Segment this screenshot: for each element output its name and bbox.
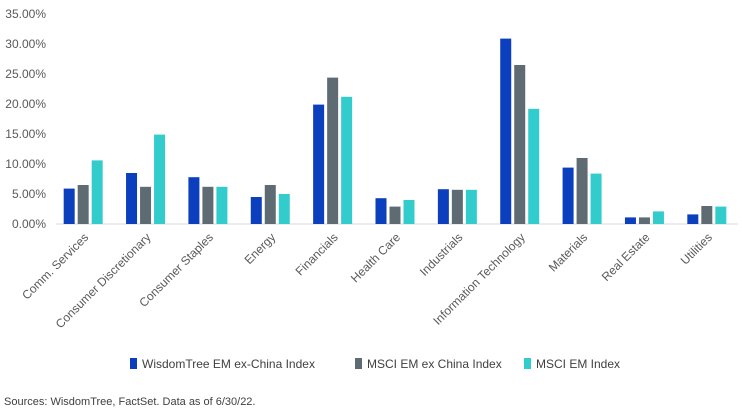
source-footnote: Sources: WisdomTree, FactSet. Data as of… <box>4 396 256 408</box>
bar <box>188 177 200 224</box>
y-tick-label: 15.00% <box>5 127 46 141</box>
x-category-label: Materials <box>546 230 590 274</box>
x-category-label: Utilities <box>678 230 715 267</box>
y-axis-labels: 0.00% 5.00% 10.00% 15.00% 20.00% 25.00% 30.00%… <box>5 7 46 231</box>
legend-label: MSCI EM ex China Index <box>367 357 502 371</box>
bar <box>313 104 325 224</box>
bar <box>250 197 262 224</box>
legend-swatch <box>130 358 137 369</box>
bar <box>63 188 75 224</box>
bar <box>687 214 699 224</box>
bar <box>389 206 401 224</box>
bar <box>451 189 463 224</box>
chart-svg: 0.00% 5.00% 10.00% 15.00% 20.00% 25.00% 30.00%… <box>5 7 738 371</box>
x-category-label: Real Estate <box>599 230 653 284</box>
bar <box>216 186 228 224</box>
bar <box>437 189 449 224</box>
bar <box>202 186 214 224</box>
bar <box>327 77 339 224</box>
bar <box>403 200 415 224</box>
bar <box>126 173 138 224</box>
bar <box>465 189 477 224</box>
bar <box>278 194 290 224</box>
x-category-label: Comm. Services <box>19 230 91 302</box>
legend-swatch <box>524 358 531 369</box>
bar <box>590 173 602 224</box>
bar <box>701 206 713 224</box>
bar <box>652 211 664 224</box>
y-tick-label: 25.00% <box>5 67 46 81</box>
bar <box>77 185 89 224</box>
y-tick-label: 20.00% <box>5 97 46 111</box>
bar <box>341 96 353 224</box>
bar <box>514 65 526 224</box>
legend-label: MSCI EM Index <box>536 357 620 371</box>
bar <box>638 217 650 224</box>
y-tick-label: 5.00% <box>12 187 46 201</box>
x-category-label: Health Care <box>348 230 403 285</box>
bar <box>500 38 512 224</box>
x-category-label: Industrials <box>417 230 466 279</box>
legend-swatch <box>355 358 362 369</box>
bar <box>624 217 636 224</box>
legend: WisdomTree EM ex-China Index MSCI EM ex C… <box>130 357 620 371</box>
legend-label: WisdomTree EM ex-China Index <box>142 357 315 371</box>
x-category-label: Financials <box>293 230 341 278</box>
bar <box>264 185 276 224</box>
bar <box>576 158 588 224</box>
bar <box>528 108 540 224</box>
y-tick-label: 35.00% <box>5 7 46 21</box>
y-tick-label: 10.00% <box>5 157 46 171</box>
x-category-label: Energy <box>242 230 279 267</box>
bar <box>562 167 574 224</box>
bar <box>375 198 387 224</box>
y-tick-label: 30.00% <box>5 37 46 51</box>
bar <box>715 206 727 224</box>
bar <box>91 160 103 224</box>
y-tick-label: 0.00% <box>12 217 46 231</box>
bar <box>154 134 166 224</box>
bar <box>140 186 152 224</box>
bars <box>63 38 727 224</box>
